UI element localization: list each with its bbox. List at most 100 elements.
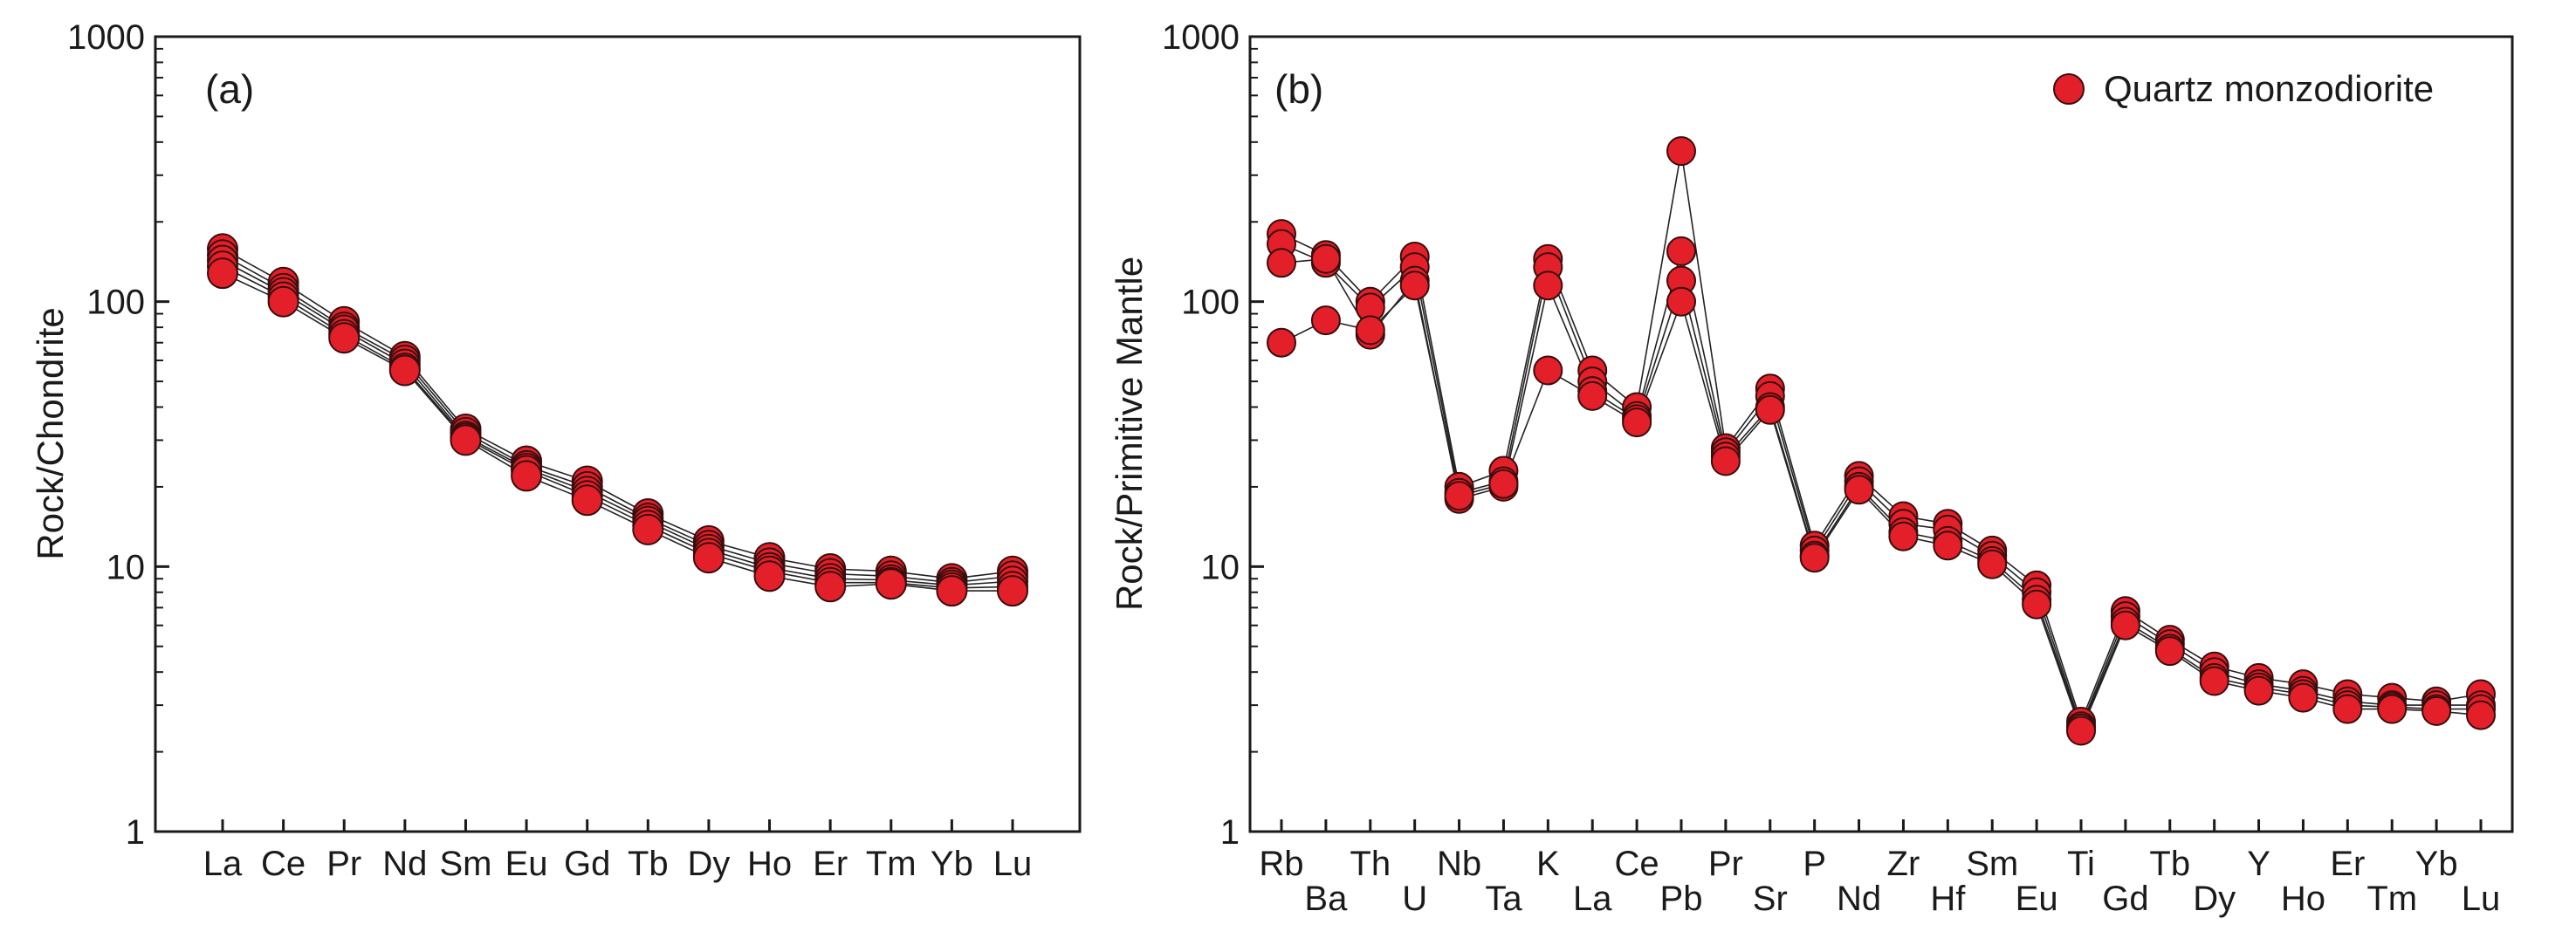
data-point [1888,521,1919,551]
series-line [222,254,1013,584]
data-point [1755,394,1785,425]
data-point [692,542,725,574]
x-tick-label: Dy [2193,880,2236,918]
x-tick-label: Ti [2067,845,2095,883]
data-point [753,560,786,592]
data-point [1267,327,1296,358]
data-point [2154,636,2185,667]
data-point [1933,531,1963,561]
data-point [1444,481,1474,511]
x-tick-label: Ta [1485,880,1522,918]
data-point [2199,666,2229,696]
data-point [1267,248,1296,278]
data-point [328,322,361,354]
data-point [388,354,421,387]
x-tick-label: Sm [439,845,491,883]
series-line [1281,284,2482,733]
data-point [1710,446,1741,476]
panel-b-series-lines [1281,150,2482,733]
x-tick-label: Lu [2462,880,2501,918]
x-tick-label: Ce [1615,845,1659,883]
data-point [997,575,1028,607]
legend: Quartz monzodiorite [2053,68,2434,109]
series-line [1281,150,2482,724]
x-tick-label: Pb [1660,880,1703,918]
x-tick-label: Zr [1887,845,1920,883]
x-tick-label: Ho [2281,880,2325,918]
x-tick-label: Er [813,845,848,883]
x-tick-label: Th [1350,845,1391,883]
x-tick-label: La [203,845,243,883]
data-point [2421,695,2452,726]
panel-a-series-lines [222,248,1013,592]
data-point [1310,305,1341,336]
data-point [1533,355,1563,386]
y-tick-label: 1 [126,813,145,852]
x-tick-label: Tm [866,845,917,883]
x-tick-label: Gd [2102,880,2148,918]
data-point [1622,408,1652,438]
y-tick-label: 10 [1201,548,1240,586]
data-point [2243,675,2274,706]
x-tick-label: Pr [326,845,361,883]
data-point [2022,589,2052,620]
data-point [2332,694,2363,724]
panel-b-frame [1248,35,2514,833]
panel-a-frame [154,35,1082,833]
legend-label: Quartz monzodiorite [2104,68,2434,109]
x-tick-label: U [1402,880,1427,918]
panel-a-series-points [207,233,1028,607]
data-point [2066,716,2096,746]
data-point [207,257,238,290]
y-tick-label: 10 [106,548,146,586]
x-tick-label: Y [2247,845,2270,883]
data-point [571,484,603,517]
panel-b-label: (b) [1274,66,1323,112]
data-point [814,571,847,603]
x-tick-label: Rb [1259,845,1303,883]
x-tick-label: Sr [1753,880,1788,918]
x-tick-label: Sm [1966,845,2018,883]
x-tick-label: Ce [261,845,306,883]
data-point [2466,700,2496,730]
y-tick-label: 1 [1220,813,1240,852]
data-point [1488,469,1519,499]
data-point [2377,694,2408,724]
series-line [222,248,1013,580]
panel-b-ylabel: Rock/Primitive Mantle [1109,257,1150,611]
x-tick-label: Dy [687,845,730,883]
data-point [1310,243,1341,274]
data-point [1666,236,1696,266]
panel-b-chart: (b) Rock/Primitive Mantle 1 10 100 1000 RbB… [1109,18,2514,918]
x-tick-label: P [1803,845,1826,883]
data-point [511,460,543,492]
panel-a-y-axis: 1 10 100 1000 [67,18,169,852]
data-point [1666,286,1696,317]
x-tick-label: Gd [564,845,610,883]
x-tick-label: Nb [1437,845,1481,883]
panel-a-label: (a) [205,66,254,112]
x-tick-label: Nd [382,845,427,883]
series-line [1281,257,2481,731]
data-point [875,568,907,600]
panel-a-chart: (a) Rock/Chondrite 1 10 100 1000 La Ce Pr Nd Sm… [30,18,1082,883]
data-point [936,575,968,607]
x-tick-label: Hf [1930,880,1966,918]
y-tick-label: 1000 [67,18,145,57]
panel-b-y-axis: 1 10 100 1000 [1162,18,1264,852]
y-tick-label: 100 [86,284,145,322]
x-tick-label: Pr [1708,845,1743,883]
data-point [1977,549,2008,579]
panel-a-ylabel: Rock/Chondrite [30,307,71,559]
data-point [1399,271,1430,301]
x-tick-label: La [1573,880,1612,918]
x-tick-label: Nd [1837,880,1881,918]
x-tick-label: Eu [2016,880,2058,918]
x-tick-label: Er [2330,845,2365,883]
data-point [267,285,299,318]
panel-b-series-points [1267,136,2496,746]
x-tick-label: Yb [931,845,973,883]
data-point [2288,682,2318,713]
x-tick-label: Tb [2149,845,2190,883]
